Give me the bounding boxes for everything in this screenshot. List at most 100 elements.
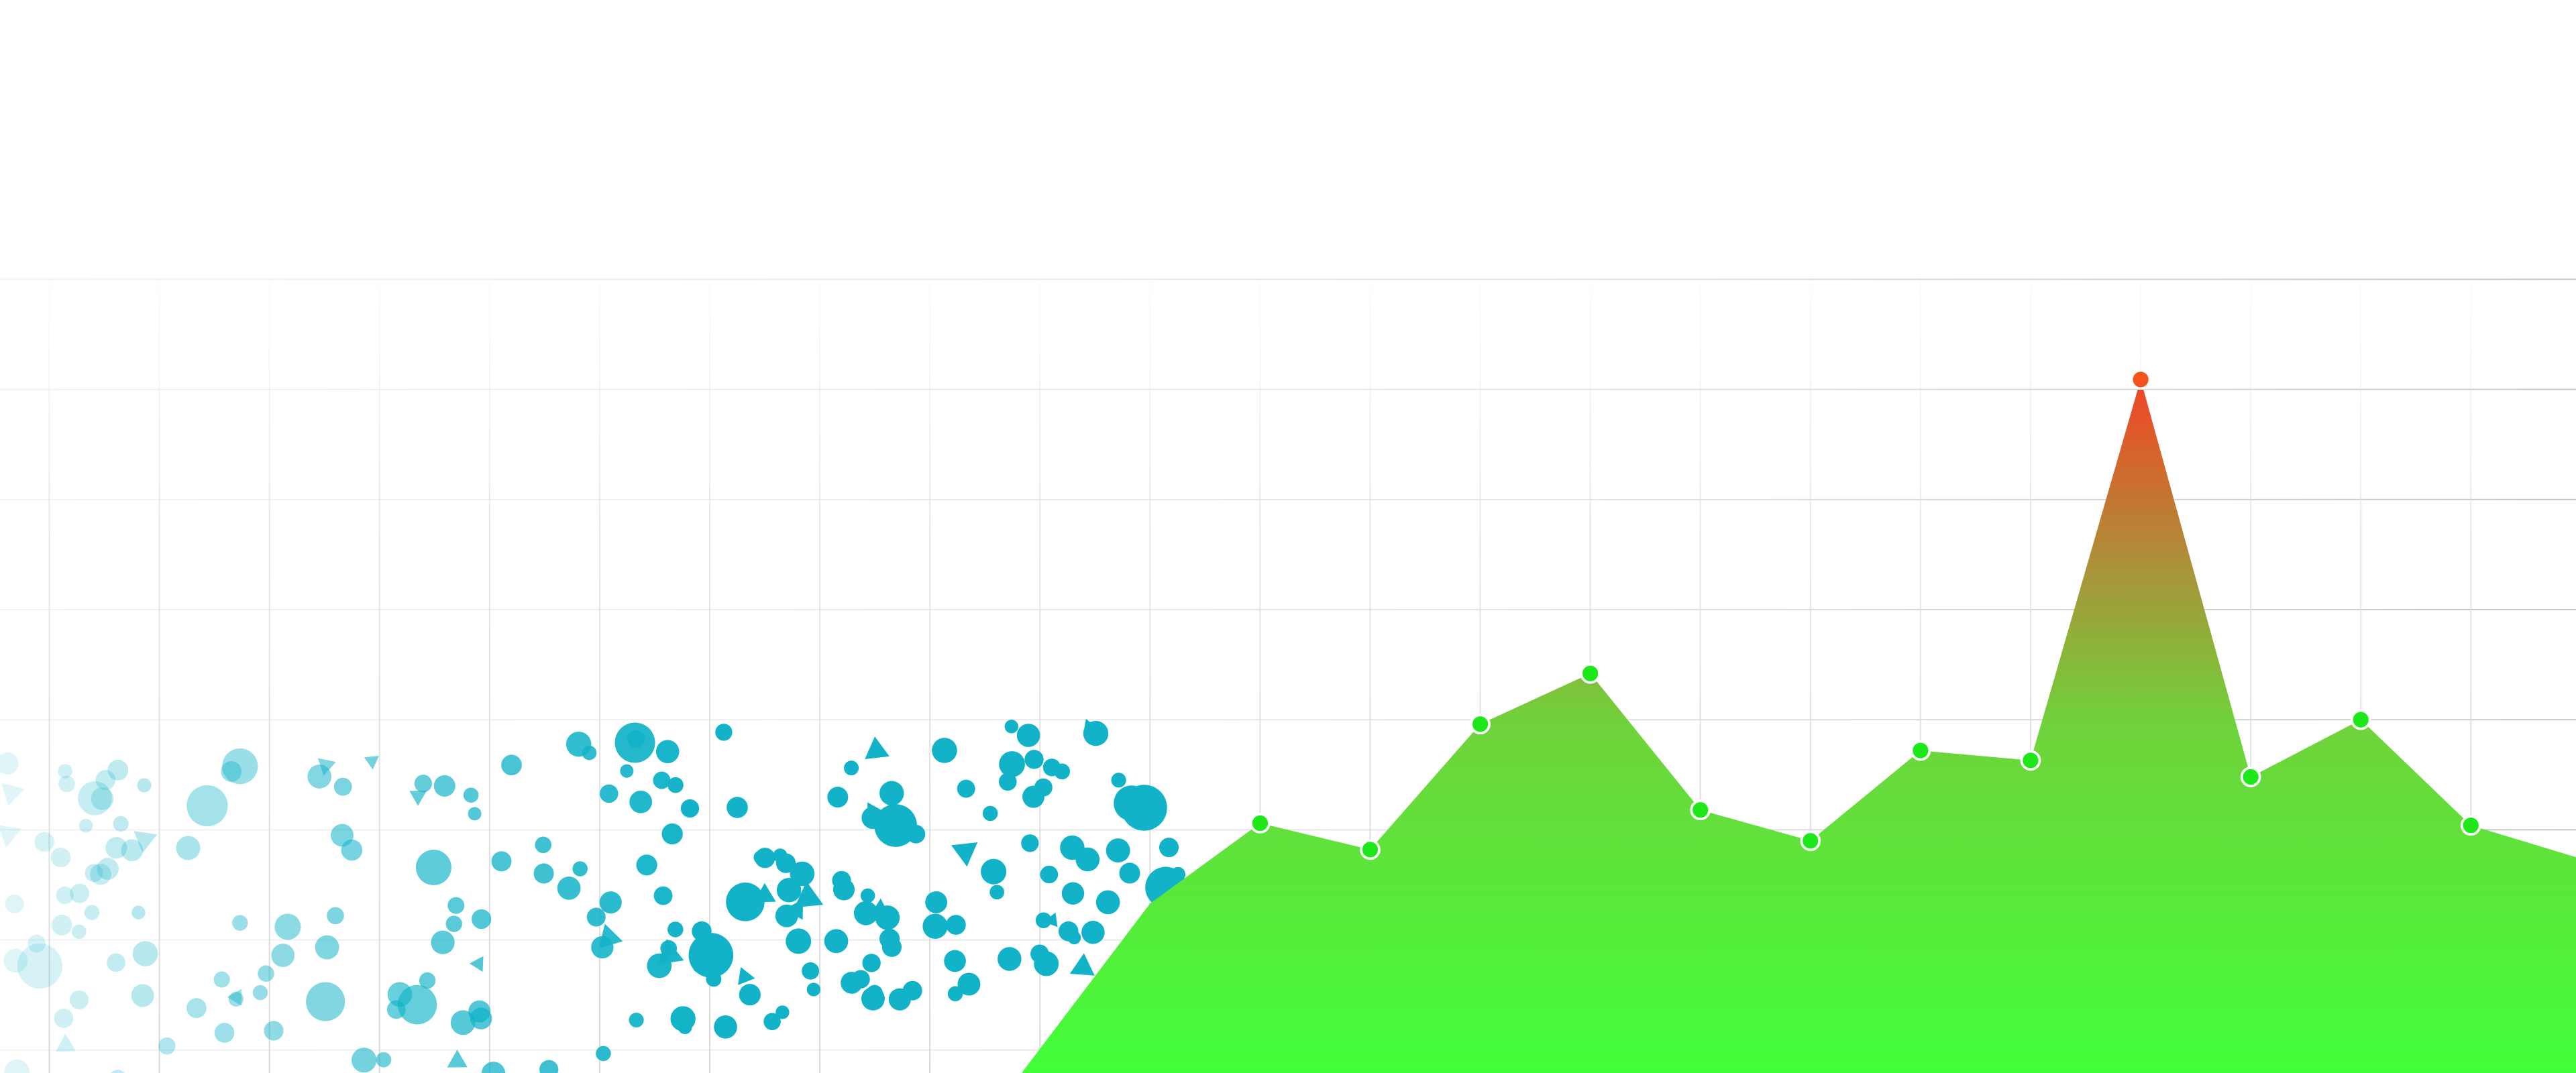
particle: [944, 950, 966, 972]
particle: [692, 921, 712, 942]
particle: [58, 764, 72, 779]
particle: [228, 991, 244, 1007]
data-point: [1910, 740, 1931, 761]
particle: [841, 972, 863, 994]
particle: [97, 858, 119, 880]
particle: [706, 971, 722, 987]
particle: [34, 832, 54, 852]
particle: [951, 842, 978, 867]
particle: [450, 1010, 476, 1035]
particle: [870, 898, 890, 915]
particle: [71, 924, 87, 940]
particle: [866, 984, 883, 1001]
particle: [131, 905, 146, 919]
particle: [0, 752, 19, 775]
particle: [620, 764, 634, 778]
particle: [1111, 773, 1126, 788]
particle: [232, 915, 248, 931]
data-point: [1470, 714, 1491, 735]
particle: [85, 864, 103, 883]
particle: [481, 1062, 506, 1073]
data-point: [2020, 750, 2041, 771]
particle: [557, 877, 581, 900]
particle: [862, 954, 881, 972]
particle: [1095, 890, 1120, 915]
particle: [1044, 912, 1058, 927]
particle: [431, 930, 455, 954]
particle: [539, 1060, 559, 1073]
particle: [472, 909, 492, 929]
particle: [84, 905, 100, 920]
particle: [806, 982, 821, 997]
particle: [982, 805, 998, 822]
particle: [51, 914, 72, 936]
particle: [947, 986, 963, 1002]
particle: [121, 839, 144, 862]
particle: [56, 1033, 76, 1052]
particle: [786, 928, 812, 954]
particle: [95, 770, 116, 790]
particle: [107, 953, 125, 972]
particle: [844, 760, 859, 776]
particle: [999, 751, 1025, 777]
particle: [1119, 862, 1140, 884]
particle: [657, 939, 684, 965]
particle: [58, 775, 75, 793]
particle: [614, 722, 655, 763]
particle: [533, 863, 554, 884]
particle: [865, 736, 890, 760]
particle: [853, 901, 878, 925]
particle: [946, 915, 966, 935]
particle: [376, 1052, 392, 1068]
particle: [653, 771, 671, 789]
particle: [133, 831, 158, 853]
particle: [599, 891, 622, 914]
data-point: [1800, 830, 1821, 852]
data-point: [1360, 839, 1381, 860]
particle: [998, 773, 1017, 791]
particle: [1106, 838, 1130, 863]
particle: [54, 1009, 74, 1028]
particle: [132, 941, 158, 966]
particle: [341, 839, 363, 861]
particle: [28, 934, 46, 953]
particle: [1021, 834, 1039, 852]
particle: [1069, 953, 1095, 976]
particle: [414, 775, 433, 793]
particle: [1040, 866, 1056, 883]
particle: [69, 990, 89, 1010]
particle: [158, 1037, 176, 1055]
particle: [1058, 921, 1079, 942]
particle: [5, 894, 24, 913]
particle: [1016, 724, 1040, 747]
particle: [468, 807, 482, 821]
particle: [364, 756, 379, 770]
particle: [629, 790, 653, 813]
particle: [0, 825, 21, 848]
particle: [998, 947, 1022, 971]
particle: [491, 851, 512, 872]
particle: [1, 783, 25, 806]
particle: [739, 984, 761, 1006]
particle: [90, 863, 111, 885]
data-point: [2240, 767, 2261, 787]
particle: [409, 791, 427, 806]
particle: [222, 748, 258, 785]
particle: [763, 1013, 781, 1031]
particle: [213, 971, 230, 988]
particle: [1081, 920, 1105, 944]
particle: [879, 781, 904, 805]
particle: [50, 847, 71, 868]
particle: [307, 765, 332, 789]
particle: [596, 1046, 611, 1062]
particle: [661, 823, 683, 845]
particle: [776, 877, 802, 903]
area: [1022, 379, 2576, 1073]
particle: [327, 907, 344, 925]
particle: [397, 984, 437, 1025]
particle: [867, 802, 888, 826]
particle: [636, 854, 657, 876]
particle: [113, 815, 129, 832]
particle: [678, 1020, 692, 1035]
